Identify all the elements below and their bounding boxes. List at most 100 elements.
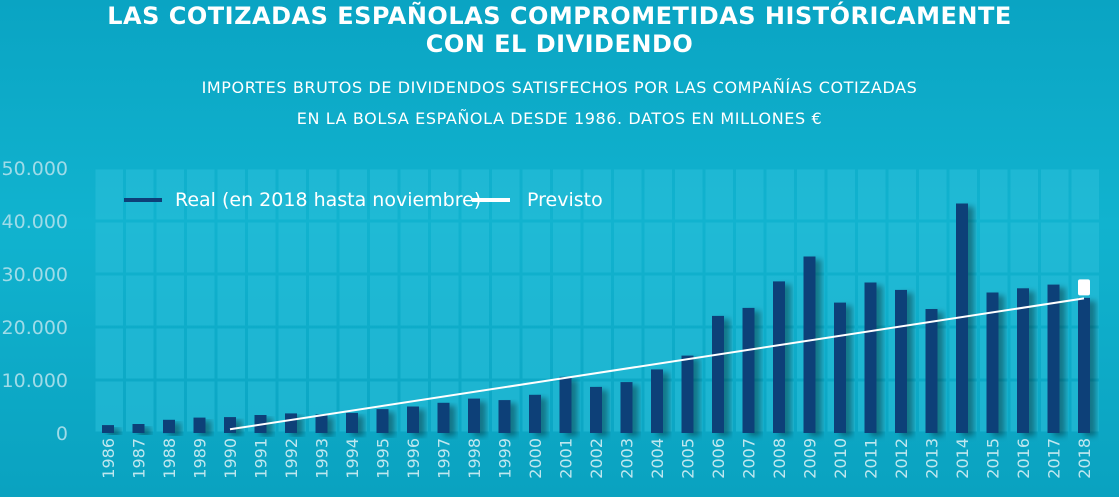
grid-cell <box>187 222 215 273</box>
bar-2002 <box>590 386 602 433</box>
grid-cell <box>309 328 337 379</box>
bar-2009 <box>803 256 816 433</box>
grid-cell <box>156 222 184 273</box>
x-tick-label: 1997 <box>435 438 454 479</box>
bar-2013 <box>925 309 938 433</box>
grid-cell <box>126 328 154 379</box>
x-tick-label: 2007 <box>740 438 759 479</box>
chart-title-line1: LAS COTIZADAS ESPAÑOLAS COMPROMETIDAS HI… <box>107 2 1012 30</box>
grid-cell <box>553 169 581 220</box>
bar-2011 <box>864 282 877 433</box>
grid-cell <box>644 222 672 273</box>
bar-1986 <box>102 425 114 433</box>
bar-series <box>102 203 1090 434</box>
grid-cell <box>736 169 764 220</box>
grid-cell <box>126 275 154 326</box>
grid-cell <box>1071 169 1099 220</box>
x-tick-label: 2004 <box>648 438 667 479</box>
grid-cell <box>766 169 794 220</box>
grid-cell <box>827 222 855 273</box>
grid-cell <box>187 275 215 326</box>
x-tick-label: 2009 <box>801 438 820 479</box>
grid-cell <box>797 169 825 220</box>
x-tick-label: 1993 <box>313 438 332 479</box>
grid-cell <box>248 169 276 220</box>
grid-cell <box>187 328 215 379</box>
x-tick-label: 2005 <box>679 438 698 479</box>
grid-cell <box>644 169 672 220</box>
x-tick-label: 1989 <box>191 438 210 479</box>
grid-cell <box>583 169 611 220</box>
grid-cell <box>1041 222 1069 273</box>
y-tick-label: 50.000 <box>2 158 68 180</box>
grid-cell <box>858 222 886 273</box>
grid-cell <box>370 275 398 326</box>
grid-cell <box>1010 169 1038 220</box>
grid-cell <box>583 222 611 273</box>
grid-cell <box>309 222 337 273</box>
bar-2016 <box>1017 288 1029 433</box>
grid-cell <box>156 169 184 220</box>
grid-cell <box>217 169 245 220</box>
grid-cell <box>95 169 123 220</box>
bar-1996 <box>407 406 419 433</box>
x-tick-label: 2016 <box>1014 438 1033 479</box>
bar-2000 <box>529 394 541 433</box>
grid-cell <box>278 169 306 220</box>
x-tick-label: 1996 <box>404 438 423 479</box>
bar-2015 <box>986 292 999 433</box>
grid-cell <box>675 275 703 326</box>
x-tick-label: 2010 <box>831 438 850 479</box>
y-tick-label: 40.000 <box>2 211 68 233</box>
bar-2012 <box>895 289 907 433</box>
grid-cell <box>614 275 642 326</box>
x-tick-label: 2008 <box>770 438 789 479</box>
grid-cell <box>492 275 520 326</box>
grid-cell <box>1010 222 1038 273</box>
grid-cell <box>705 169 733 220</box>
bar-2004 <box>651 369 663 433</box>
grid-cell <box>888 222 916 273</box>
grid-cell <box>461 275 489 326</box>
grid-cell <box>461 169 489 220</box>
grid-cell <box>431 275 459 326</box>
x-tick-label: 2003 <box>618 438 637 479</box>
grid-cell <box>309 169 337 220</box>
grid-cell <box>156 275 184 326</box>
grid-cell <box>156 328 184 379</box>
x-tick-label: 1990 <box>221 438 240 479</box>
bar-2003 <box>620 382 633 433</box>
x-tick-label: 2012 <box>892 438 911 479</box>
bar-1989 <box>193 417 206 433</box>
bar-2014 <box>956 203 968 433</box>
bar-1997 <box>437 402 450 433</box>
x-tick-label: 2001 <box>557 438 576 479</box>
chart-subtitle-line1: IMPORTES BRUTOS DE DIVIDENDOS SATISFECHO… <box>201 78 918 97</box>
grid-cell <box>278 222 306 273</box>
grid-cell <box>522 222 550 273</box>
grid-cell <box>705 222 733 273</box>
grid-cell <box>766 222 794 273</box>
grid-cell <box>400 328 428 379</box>
grid-cell <box>614 222 642 273</box>
bar-2005 <box>681 355 694 433</box>
grid-cell <box>248 222 276 273</box>
grid-cell <box>431 169 459 220</box>
grid-cell <box>431 328 459 379</box>
grid-cell <box>339 169 367 220</box>
bar-1987 <box>132 424 145 433</box>
grid-cell <box>248 275 276 326</box>
chart-title-line2: CON EL DIVIDENDO <box>425 30 694 58</box>
grid-cell <box>370 328 398 379</box>
grid-cell <box>187 169 215 220</box>
grid-cell <box>980 169 1008 220</box>
grid-cell <box>644 275 672 326</box>
grid-cell <box>95 381 123 432</box>
grid-cell <box>400 222 428 273</box>
grid-cell <box>370 222 398 273</box>
bar-2008 <box>773 281 785 433</box>
x-tick-label: 2015 <box>984 438 1003 479</box>
y-tick-label: 10.000 <box>2 370 68 392</box>
x-tick-label: 2011 <box>862 438 881 479</box>
